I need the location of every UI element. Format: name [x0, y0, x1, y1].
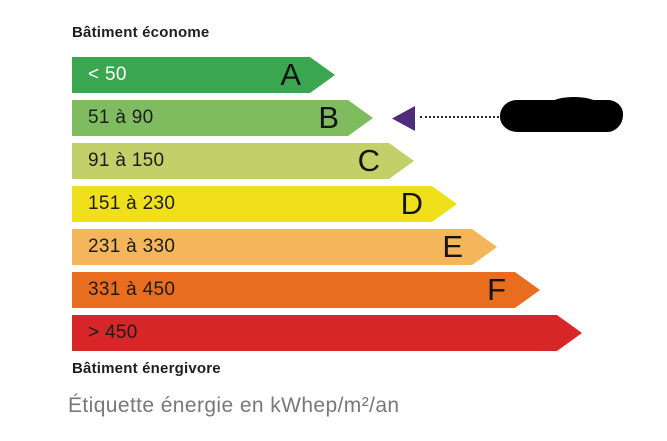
range-label: 231 à 330: [88, 236, 176, 257]
range-label: 331 à 450: [88, 279, 176, 300]
range-label: 51 à 90: [88, 107, 154, 128]
energy-bar-b: 51 à 90 B: [72, 100, 373, 136]
energy-label-caption: Étiquette énergie en kWhep/m²/an: [68, 394, 400, 417]
class-letter: A: [280, 57, 301, 92]
economical-building-label: Bâtiment économe: [72, 24, 210, 41]
dotted-connector-line: [420, 116, 503, 118]
range-label: > 450: [88, 322, 138, 343]
class-letter: D: [400, 186, 423, 221]
class-letter: B: [318, 100, 339, 135]
class-letter: E: [442, 229, 463, 264]
range-label: 91 à 150: [88, 150, 165, 171]
energy-bar-g: > 450: [72, 315, 582, 351]
energy-bar-e: 231 à 330 E: [72, 229, 497, 265]
energy-bar-f: 331 à 450 F: [72, 272, 540, 308]
redacted-value-blob: [500, 97, 623, 132]
energy-bar-d: 151 à 230 D: [72, 186, 457, 222]
energy-bar-a: < 50 A: [72, 57, 335, 93]
range-label: < 50: [88, 64, 127, 85]
range-label: 151 à 230: [88, 193, 176, 214]
energy-guzzling-building-label: Bâtiment énergivore: [72, 360, 221, 377]
class-letter: C: [357, 143, 380, 178]
energy-bar-c: 91 à 150 C: [72, 143, 414, 179]
rating-pointer-icon: [392, 106, 415, 131]
class-letter: F: [487, 272, 506, 307]
